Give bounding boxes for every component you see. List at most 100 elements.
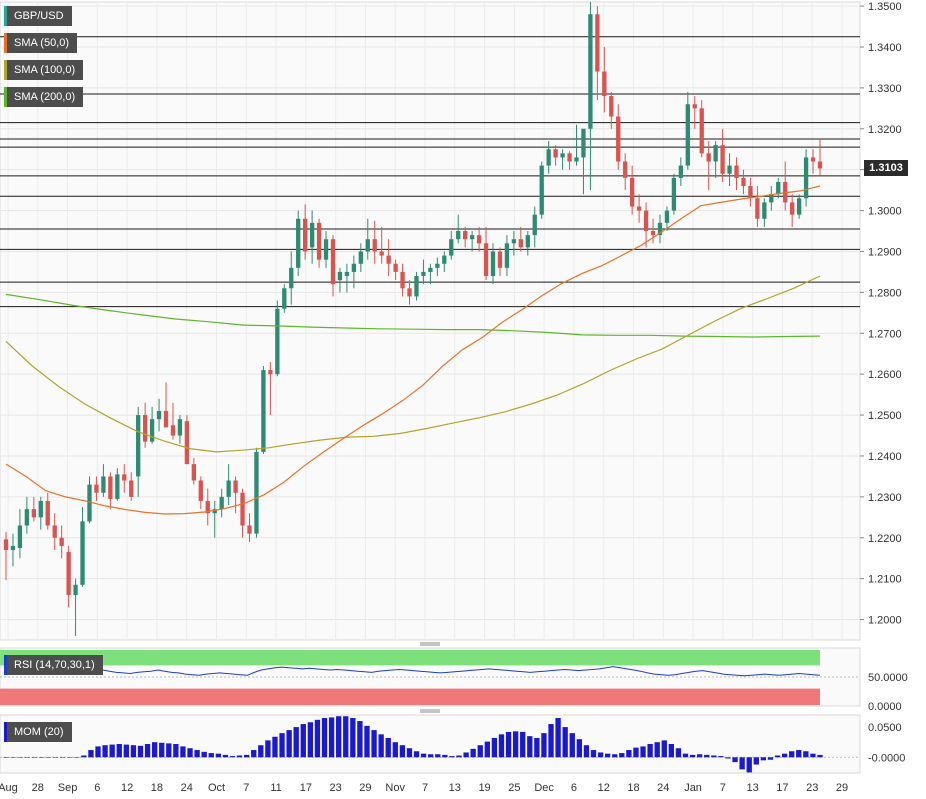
candle-body [337, 271, 343, 281]
mom-bar [215, 753, 222, 758]
candle [129, 472, 134, 501]
price-y-tick-label: 1.2600 [868, 369, 902, 381]
price-y-tick-label: 1.2400 [868, 451, 902, 463]
price-y-tick-label: 1.2700 [868, 328, 902, 340]
candle [769, 186, 774, 211]
candle-body [379, 251, 384, 256]
candle-body [108, 476, 113, 499]
mom-bar [88, 750, 94, 758]
mom-bar [442, 754, 448, 758]
legend-rsi[interactable]: RSI (14,70,30,1) [4, 655, 103, 675]
legend-sma100[interactable]: SMA (100,0) [4, 60, 84, 80]
candle-body [275, 308, 280, 375]
candle-body [219, 496, 224, 510]
mom-bar [689, 754, 696, 758]
mom-bar [187, 748, 193, 758]
candle-body [393, 263, 398, 272]
date-tick-label: 13 [747, 782, 759, 794]
candle [678, 157, 684, 187]
candle [463, 226, 468, 248]
date-tick-label: Oct [208, 782, 225, 794]
candle-body [497, 251, 503, 268]
candle [212, 500, 217, 538]
mom-bar [647, 744, 653, 758]
candle [344, 263, 350, 293]
candle-body [142, 415, 148, 442]
candle [699, 100, 704, 158]
candle-body [643, 210, 649, 232]
mom-y-tick-label: 0.0500 [868, 722, 902, 734]
mom-bar [753, 757, 759, 765]
candle-body [671, 177, 677, 211]
mom-bar [477, 745, 483, 758]
candle-body [52, 525, 57, 538]
candle-body [59, 537, 64, 546]
candle-body [170, 425, 176, 436]
candle-body [101, 476, 106, 493]
sma50-line [5, 185, 821, 515]
mom-bar [406, 748, 413, 758]
candle [3, 532, 9, 581]
candle-body [10, 545, 16, 551]
legend-price[interactable]: GBP/USD [4, 6, 72, 26]
candle [518, 226, 523, 252]
candle-body [149, 419, 155, 442]
candle [539, 161, 544, 219]
mom-bar [435, 754, 441, 758]
candle-body [205, 500, 210, 514]
candle [664, 206, 670, 232]
candle [720, 128, 725, 182]
price-y-tick-label: 1.3300 [868, 83, 902, 95]
mom-bar [760, 757, 767, 761]
date-tick-label: Jan [684, 782, 702, 794]
rsi-line [5, 666, 821, 677]
date-tick-label: Sep [58, 782, 78, 794]
candle-body [129, 480, 134, 497]
candle [184, 415, 190, 465]
candle [337, 267, 343, 293]
candle [177, 415, 183, 444]
mom-bar [81, 755, 87, 758]
candle-body [309, 222, 315, 248]
candle-body [650, 231, 656, 236]
candle [303, 204, 308, 260]
candle-body [810, 157, 816, 162]
mom-bar [498, 734, 505, 758]
candle-body [435, 263, 440, 268]
mom-panel-bg [0, 714, 861, 774]
candle-body [504, 243, 510, 268]
mom-bar [31, 757, 37, 758]
mom-bar [583, 745, 590, 758]
mom-bar [166, 743, 172, 758]
candle-body [351, 263, 357, 272]
candle-body [233, 480, 238, 493]
mom-bar [24, 757, 30, 758]
legend-mom-label: MOM (20) [14, 726, 64, 738]
mom-bar [491, 737, 498, 758]
candle-body [198, 480, 203, 501]
candle [762, 198, 767, 227]
candle-body [456, 231, 461, 240]
candle-body [539, 165, 544, 215]
legend-rsi-swatch [4, 655, 7, 675]
mom-bar [378, 734, 384, 758]
candle-body [87, 484, 92, 522]
mom-bar [590, 750, 597, 758]
mom-bar [732, 757, 738, 763]
candle-body [678, 165, 684, 178]
legend-sma50[interactable]: SMA (50,0) [4, 33, 78, 53]
candle [483, 226, 489, 281]
legend-sma200[interactable]: SMA (200,0) [4, 87, 84, 107]
candle [414, 271, 419, 301]
date-tick-label: 25 [508, 782, 520, 794]
candle-body [268, 370, 273, 375]
candle-body [261, 370, 266, 452]
mom-bar [159, 742, 165, 758]
legend-mom[interactable]: MOM (20) [4, 722, 72, 742]
mom-bar [123, 744, 129, 758]
mom-bar [293, 727, 299, 758]
candle [713, 141, 718, 178]
candle-body [136, 415, 141, 477]
candle-body [518, 239, 523, 248]
